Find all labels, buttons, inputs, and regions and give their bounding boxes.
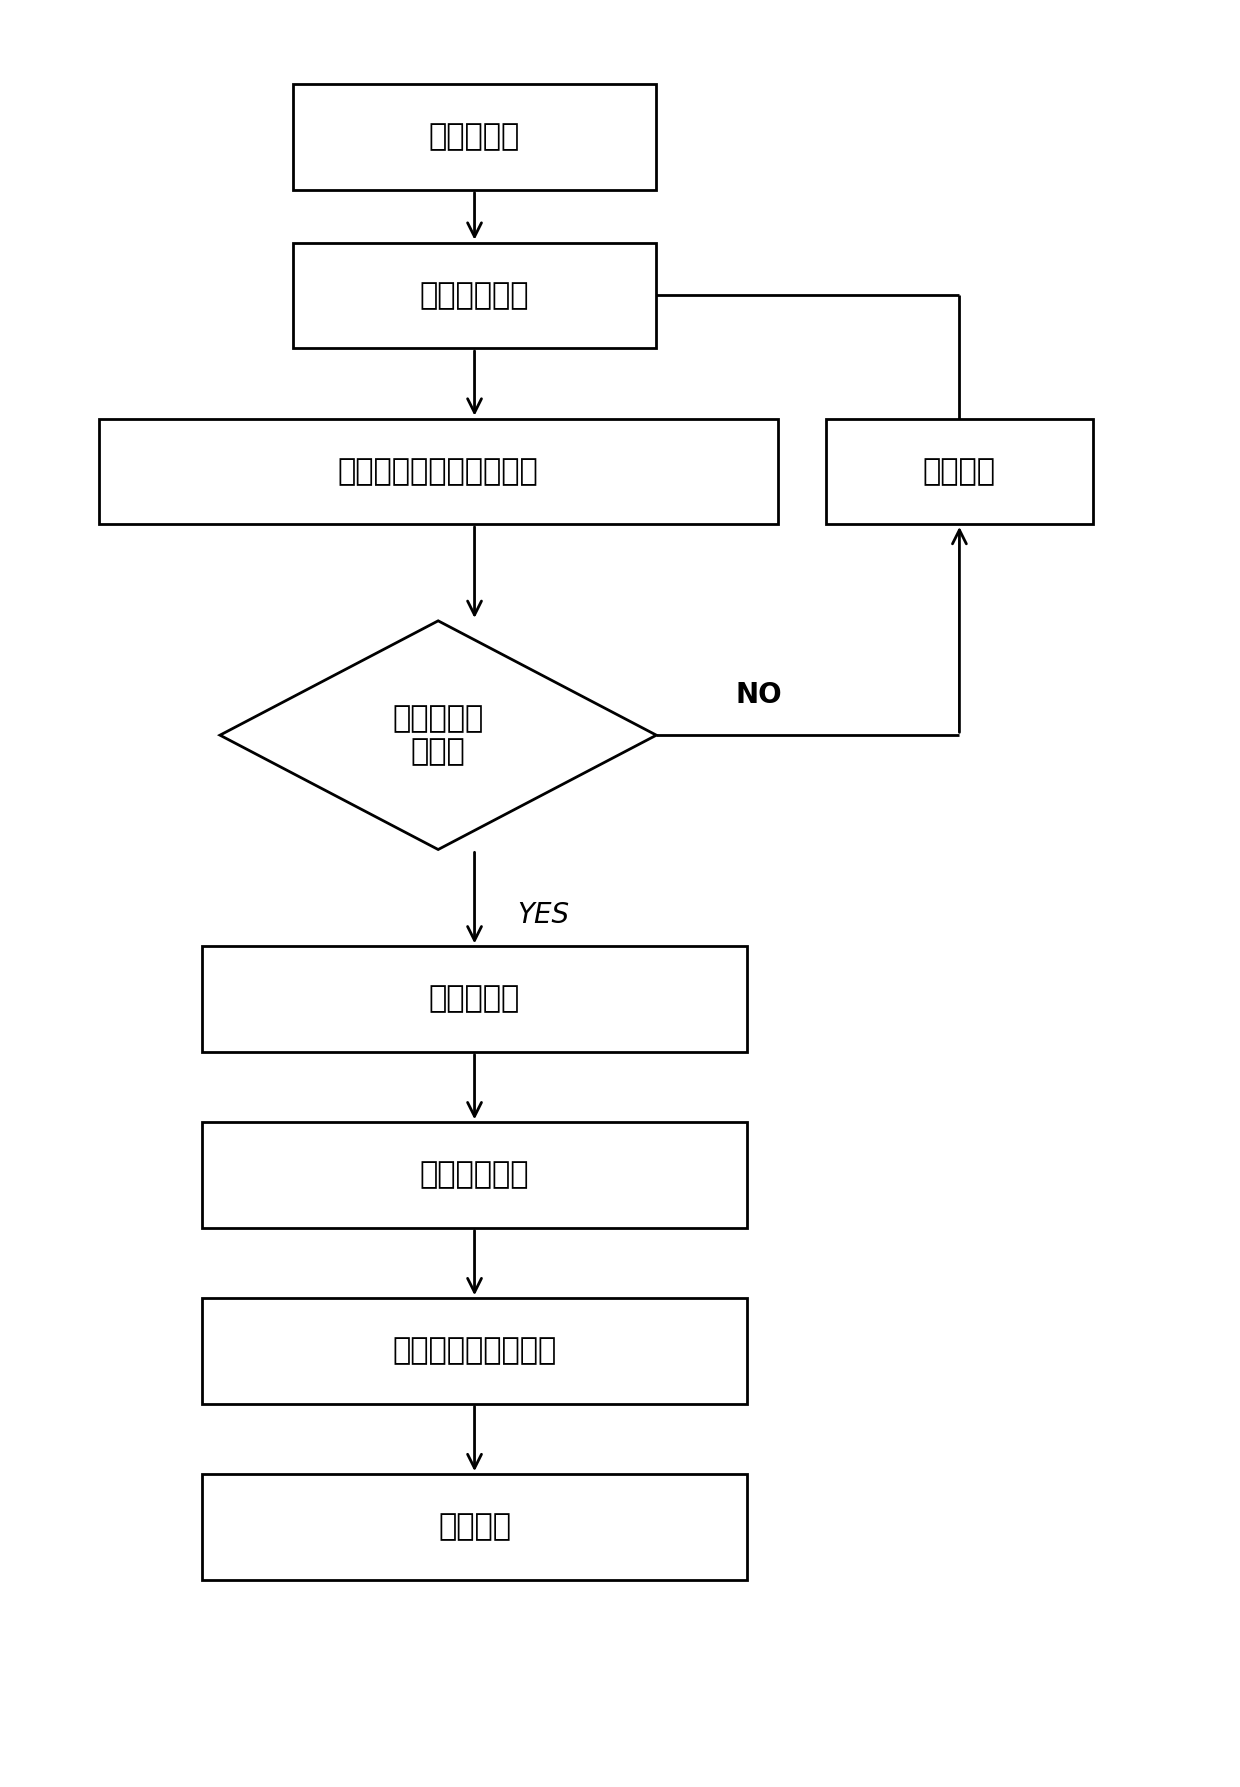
Text: 计算合格水和最小加氯量: 计算合格水和最小加氯量 bbox=[337, 457, 538, 486]
Bar bbox=[202, 947, 748, 1053]
Bar bbox=[293, 243, 656, 348]
Text: NO: NO bbox=[735, 681, 781, 709]
Bar bbox=[202, 1297, 748, 1403]
Text: 是否达到遗
传代数: 是否达到遗 传代数 bbox=[393, 704, 484, 767]
Text: 生成初始种群: 生成初始种群 bbox=[420, 281, 529, 309]
Text: YES: YES bbox=[517, 901, 569, 929]
Bar bbox=[293, 84, 656, 189]
Text: 输出加氯量: 输出加氯量 bbox=[429, 985, 520, 1013]
Bar bbox=[202, 1122, 748, 1228]
Bar bbox=[202, 1474, 748, 1580]
Polygon shape bbox=[219, 620, 656, 849]
Text: 选取结果: 选取结果 bbox=[438, 1512, 511, 1542]
Bar bbox=[99, 418, 777, 524]
Text: 蒙特卡洛模拟: 蒙特卡洛模拟 bbox=[420, 1160, 529, 1190]
Text: 加氯量置信度和区间: 加氯量置信度和区间 bbox=[392, 1337, 557, 1365]
Bar bbox=[826, 418, 1092, 524]
Text: 遗传操作: 遗传操作 bbox=[923, 457, 996, 486]
Text: 加氯点位置: 加氯点位置 bbox=[429, 123, 520, 152]
